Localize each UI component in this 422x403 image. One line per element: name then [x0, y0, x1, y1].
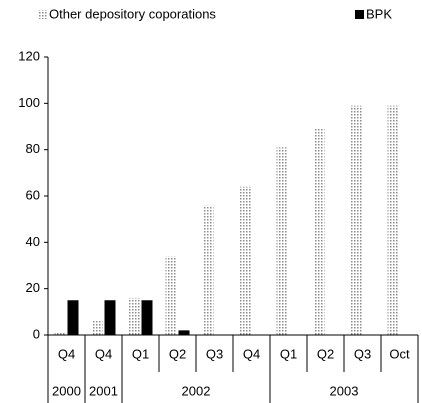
bar [91, 321, 103, 335]
legend-label: BPK [366, 6, 392, 21]
bar [239, 186, 251, 335]
bar [387, 105, 399, 336]
bar [313, 128, 325, 335]
y-tick-label: 40 [26, 234, 40, 249]
y-tick-label: 80 [26, 141, 40, 156]
x-tick-label: Q2 [169, 346, 186, 361]
bar [141, 300, 153, 335]
x-tick-label: Oct [389, 346, 410, 361]
x-tick-label: Q1 [132, 346, 149, 361]
y-tick-label: 120 [18, 48, 40, 63]
bar [178, 330, 190, 335]
y-tick-label: 100 [18, 95, 40, 110]
y-tick-label: 0 [33, 326, 40, 341]
group-label: 2002 [182, 383, 211, 398]
bar [276, 147, 288, 335]
x-tick-label: Q3 [354, 346, 371, 361]
group-label: 2001 [89, 383, 118, 398]
bar [54, 332, 66, 335]
x-tick-label: Q4 [58, 346, 75, 361]
bar [350, 105, 362, 336]
group-label: 2000 [52, 383, 81, 398]
x-tick-label: Q1 [280, 346, 297, 361]
legend-label: Other depository coporations [49, 6, 216, 21]
bar [202, 205, 214, 335]
legend-swatch [355, 10, 364, 19]
y-tick-label: 20 [26, 280, 40, 295]
legend-swatch [38, 10, 47, 19]
x-tick-label: Q4 [243, 346, 260, 361]
bar [165, 256, 177, 335]
x-tick-label: Q3 [206, 346, 223, 361]
x-tick-label: Q2 [317, 346, 334, 361]
group-label: 2003 [330, 383, 359, 398]
bar [128, 297, 140, 335]
x-tick-label: Q4 [95, 346, 112, 361]
bar [67, 300, 79, 335]
bar [104, 300, 116, 335]
y-tick-label: 60 [26, 187, 40, 202]
